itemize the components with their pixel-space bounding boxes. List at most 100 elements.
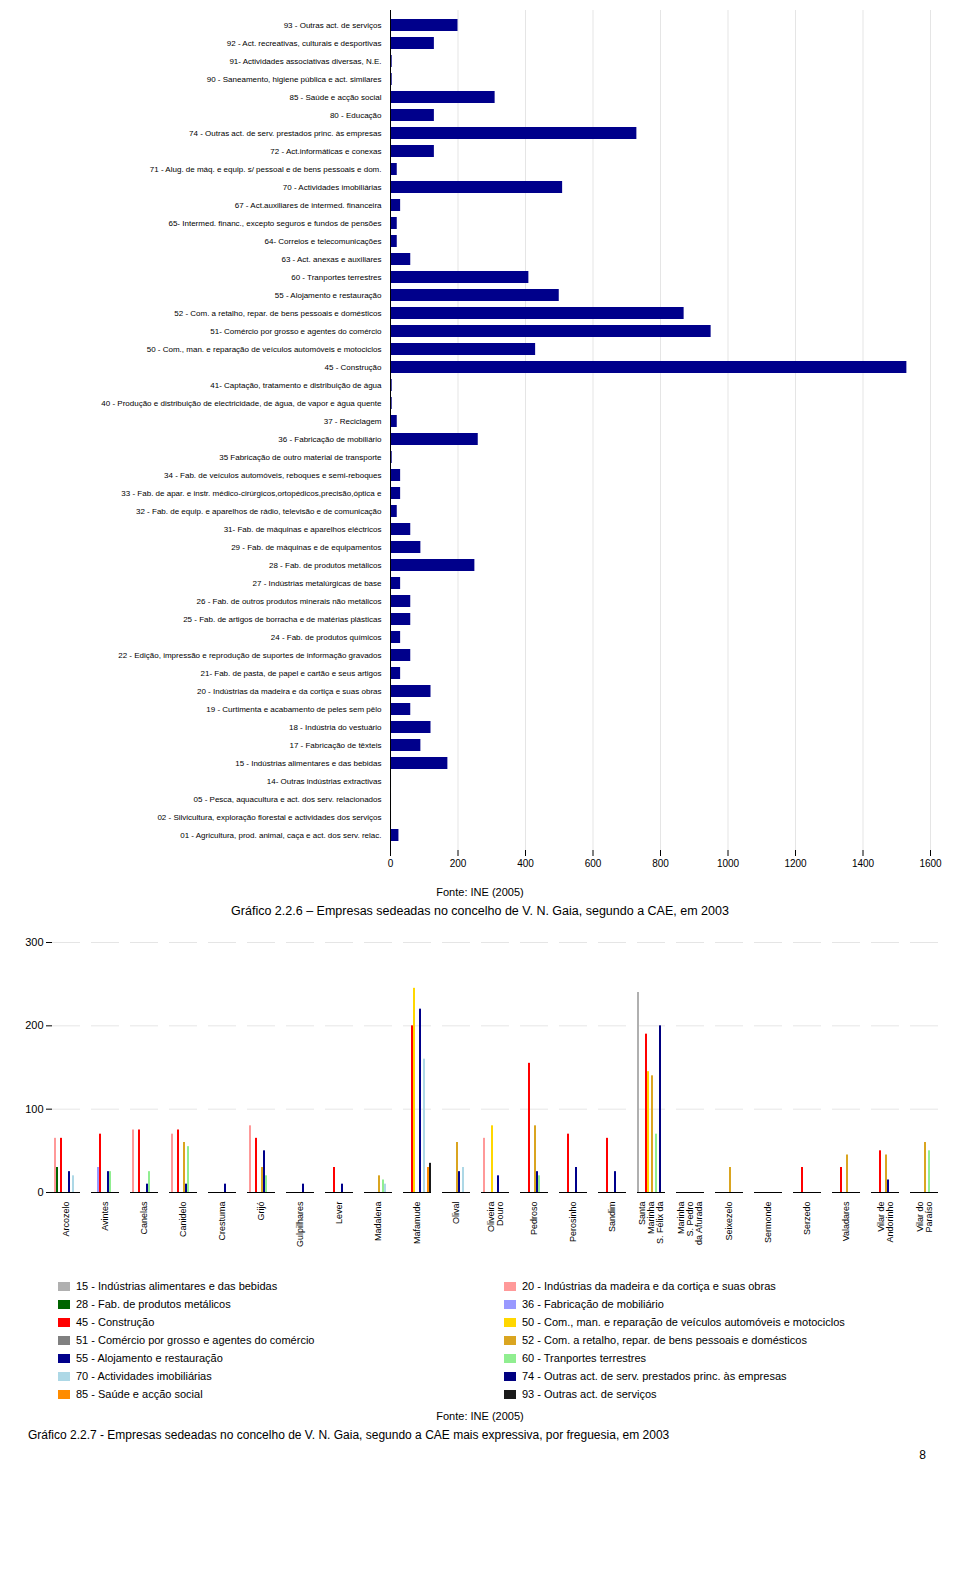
svg-text:27 - Indústrias metalúrgicas d: 27 - Indústrias metalúrgicas de base [253, 579, 383, 588]
svg-text:Canidelo: Canidelo [178, 1202, 188, 1238]
svg-text:67 - Act.auxiliares de interme: 67 - Act.auxiliares de intermed. finance… [235, 201, 382, 210]
svg-text:02 - Silvicultura, exploração: 02 - Silvicultura, exploração florestal … [157, 813, 381, 822]
html-text:Fonte: INE (2005): Fonte: INE (2005) [436, 886, 524, 898]
svg-text:28 - Fab. de produtos metálico: 28 - Fab. de produtos metálicos [269, 561, 382, 570]
html-text:28 - Fab. de produtos metálico: 28 - Fab. de produtos metálicos [76, 1298, 231, 1310]
svg-text:32 - Fab. de equip. e aparelho: 32 - Fab. de equip. e aparelhos de rádio… [136, 507, 382, 516]
svg-text:33 - Fab. de apar. e instr. mé: 33 - Fab. de apar. e instr. médico-cirúr… [121, 489, 382, 498]
html-text:55 - Alojamento e restauração: 55 - Alojamento e restauração [76, 1352, 223, 1364]
svg-text:72 - Act.informáticas e conexa: 72 - Act.informáticas e conexas [270, 147, 381, 156]
svg-text:24 - Fab. de produtos químicos: 24 - Fab. de produtos químicos [271, 633, 382, 642]
svg-text:Valadares: Valadares [841, 1201, 851, 1241]
svg-text:60 - Tranportes terrestres: 60 - Tranportes terrestres [291, 273, 381, 282]
svg-text:OliveiraDouro: OliveiraDouro [486, 1202, 505, 1233]
svg-text:37 - Reciclagem: 37 - Reciclagem [324, 417, 382, 426]
html-text:74 - Outras act. de serv. pres: 74 - Outras act. de serv. prestados prin… [522, 1370, 787, 1382]
svg-text:14- Outras indústrias extracti: 14- Outras indústrias extractivas [267, 777, 382, 786]
svg-text:400: 400 [517, 858, 534, 869]
svg-text:74 - Outras act. de serv. pres: 74 - Outras act. de serv. prestados prin… [189, 129, 381, 138]
html-text:51 - Comércio por grosso e age: 51 - Comércio por grosso e agentes do co… [76, 1334, 315, 1346]
svg-text:800: 800 [652, 858, 669, 869]
svg-text:34 - Fab. de veículos automóve: 34 - Fab. de veículos automóveis, reboqu… [164, 471, 381, 480]
svg-text:90 - Saneamento, higiene públi: 90 - Saneamento, higiene pública e act. … [207, 75, 382, 84]
svg-text:18 - Indústria do vestuário: 18 - Indústria do vestuário [289, 723, 382, 732]
html-text:52 - Com. a retalho, repar. de: 52 - Com. a retalho, repar. de bens pess… [522, 1334, 807, 1346]
svg-text:40 - Produção e distribuição d: 40 - Produção e distribuição de electric… [101, 399, 382, 408]
html-text:Fonte: INE (2005): Fonte: INE (2005) [436, 1410, 524, 1422]
svg-text:51- Comércio por grosso e agen: 51- Comércio por grosso e agentes do com… [210, 327, 382, 336]
svg-text:SantaMarinhaS. Félix da: SantaMarinhaS. Félix da [637, 1202, 665, 1245]
svg-text:65- Intermed. financ., excepto: 65- Intermed. financ., excepto seguros e… [168, 219, 381, 228]
html-text:50 - Com., man. e reparação de: 50 - Com., man. e reparação de veículos … [522, 1316, 845, 1328]
svg-text:21- Fab. de pasta, de papel e: 21- Fab. de pasta, de papel e cartão e s… [200, 669, 381, 678]
svg-text:Serzedo: Serzedo [802, 1202, 812, 1236]
svg-text:MarinhaS. Pedroda Afurada: MarinhaS. Pedroda Afurada [676, 1202, 704, 1246]
svg-text:Vilar doParaíso: Vilar doParaíso [915, 1202, 934, 1233]
svg-text:Sermonde: Sermonde [763, 1202, 773, 1244]
html-text:93 - Outras act. de serviços: 93 - Outras act. de serviços [522, 1388, 657, 1400]
svg-text:Perosinho: Perosinho [568, 1202, 578, 1243]
svg-text:36 - Fabricação de mobiliário: 36 - Fabricação de mobiliário [278, 435, 382, 444]
svg-text:0: 0 [37, 1186, 43, 1198]
svg-text:0: 0 [388, 858, 394, 869]
svg-text:Crestuma: Crestuma [217, 1202, 227, 1241]
html-text:60 - Tranportes terrestres: 60 - Tranportes terrestres [522, 1352, 647, 1364]
svg-text:Sandim: Sandim [607, 1202, 617, 1233]
svg-text:20 - Indústrias da madeira e d: 20 - Indústrias da madeira e da cortiça … [197, 687, 382, 696]
svg-text:100: 100 [25, 1103, 43, 1115]
svg-text:01 - Agricultura, prod. animal: 01 - Agricultura, prod. animal, caça e a… [180, 831, 381, 840]
svg-text:45 - Construção: 45 - Construção [325, 363, 382, 372]
svg-text:600: 600 [585, 858, 602, 869]
svg-text:1400: 1400 [852, 858, 875, 869]
svg-text:50 - Com., man. e reparação de: 50 - Com., man. e reparação de veículos … [147, 345, 382, 354]
svg-text:200: 200 [450, 858, 467, 869]
svg-text:70 - Actividades imobiliárias: 70 - Actividades imobiliárias [283, 183, 382, 192]
svg-text:93 - Outras act. de serviços: 93 - Outras act. de serviços [284, 21, 382, 30]
svg-text:63 - Act. anexas e auxiliares: 63 - Act. anexas e auxiliares [281, 255, 381, 264]
svg-text:Canelas: Canelas [139, 1201, 149, 1235]
svg-text:1600: 1600 [919, 858, 942, 869]
svg-text:17 - Fabricação de têxteis: 17 - Fabricação de têxteis [289, 741, 381, 750]
svg-text:Grijó: Grijó [256, 1202, 266, 1221]
svg-text:35 Fabricação de outro materia: 35 Fabricação de outro material de trans… [219, 453, 382, 462]
svg-text:80 - Educação: 80 - Educação [330, 111, 382, 120]
svg-text:71 - Alug. de máq. e equip. s/: 71 - Alug. de máq. e equip. s/ pessoal e… [150, 165, 382, 174]
svg-text:Olival: Olival [451, 1202, 461, 1225]
svg-text:15 - Indústrias alimentares e: 15 - Indústrias alimentares e das bebida… [235, 759, 381, 768]
svg-text:Arcozelo: Arcozelo [61, 1202, 71, 1237]
svg-text:05 - Pesca, aquacultura e act.: 05 - Pesca, aquacultura e act. dos serv.… [194, 795, 382, 804]
svg-text:85 - Saúde e acção social: 85 - Saúde e acção social [289, 93, 381, 102]
svg-text:41- Captação, tratamento e dis: 41- Captação, tratamento e distribuição … [210, 381, 382, 390]
svg-text:31- Fab. de máquinas e aparelh: 31- Fab. de máquinas e aparelhos eléctri… [224, 525, 382, 534]
html-text:20 - Indústrias da madeira e d: 20 - Indústrias da madeira e da cortiça … [522, 1280, 776, 1292]
svg-text:Mafamude: Mafamude [412, 1202, 422, 1245]
svg-text:25 - Fab. de artigos de borrac: 25 - Fab. de artigos de borracha e de ma… [183, 615, 381, 624]
svg-text:Avintes: Avintes [100, 1201, 110, 1231]
svg-text:Lever: Lever [334, 1201, 344, 1224]
svg-text:200: 200 [25, 1019, 43, 1031]
html-text:Gráfico 2.2.6 – Empresas sedea: Gráfico 2.2.6 – Empresas sedeadas no con… [231, 904, 729, 918]
svg-text:Vilar deAndorinho: Vilar deAndorinho [876, 1202, 895, 1243]
html-text:Gráfico 2.2.7 - Empresas sedea: Gráfico 2.2.7 - Empresas sedeadas no con… [28, 1428, 670, 1442]
svg-text:26 - Fab. de outros produtos m: 26 - Fab. de outros produtos minerais nã… [197, 597, 382, 606]
svg-text:52 - Com. a retalho, repar. de: 52 - Com. a retalho, repar. de bens pess… [174, 309, 381, 318]
html-text:85 - Saúde e acção social: 85 - Saúde e acção social [76, 1388, 203, 1400]
svg-text:Pedroso: Pedroso [529, 1202, 539, 1236]
svg-text:Gulpilhares: Gulpilhares [295, 1201, 305, 1247]
svg-text:300: 300 [25, 936, 43, 948]
svg-text:29 - Fab. de máquinas e de equ: 29 - Fab. de máquinas e de equipamentos [231, 543, 381, 552]
svg-text:91- Actividades associativas d: 91- Actividades associativas diversas, N… [229, 57, 381, 66]
svg-text:22 - Edição, impressão e repro: 22 - Edição, impressão e reprodução de s… [118, 651, 381, 660]
svg-text:55 - Alojamento e restauração: 55 - Alojamento e restauração [275, 291, 382, 300]
svg-text:Madalena: Madalena [373, 1202, 383, 1242]
svg-text:1200: 1200 [784, 858, 807, 869]
html-text:45 - Construção: 45 - Construção [76, 1316, 155, 1328]
svg-text:1000: 1000 [717, 858, 740, 869]
html-text:15 - Indústrias alimentares e: 15 - Indústrias alimentares e das bebida… [76, 1280, 278, 1292]
html-text:70 - Actividades imobiliárias: 70 - Actividades imobiliárias [76, 1370, 212, 1382]
svg-text:92 - Act. recreativas, cultura: 92 - Act. recreativas, culturais e despo… [227, 39, 382, 48]
html-text:36 - Fabricação de mobiliário: 36 - Fabricação de mobiliário [522, 1298, 664, 1310]
svg-text:Seixezelo: Seixezelo [724, 1202, 734, 1241]
svg-text:64- Correios e telecomunicaçõe: 64- Correios e telecomunicações [265, 237, 382, 246]
svg-text:19 - Curtimenta e acabamento d: 19 - Curtimenta e acabamento de peles se… [206, 705, 382, 714]
